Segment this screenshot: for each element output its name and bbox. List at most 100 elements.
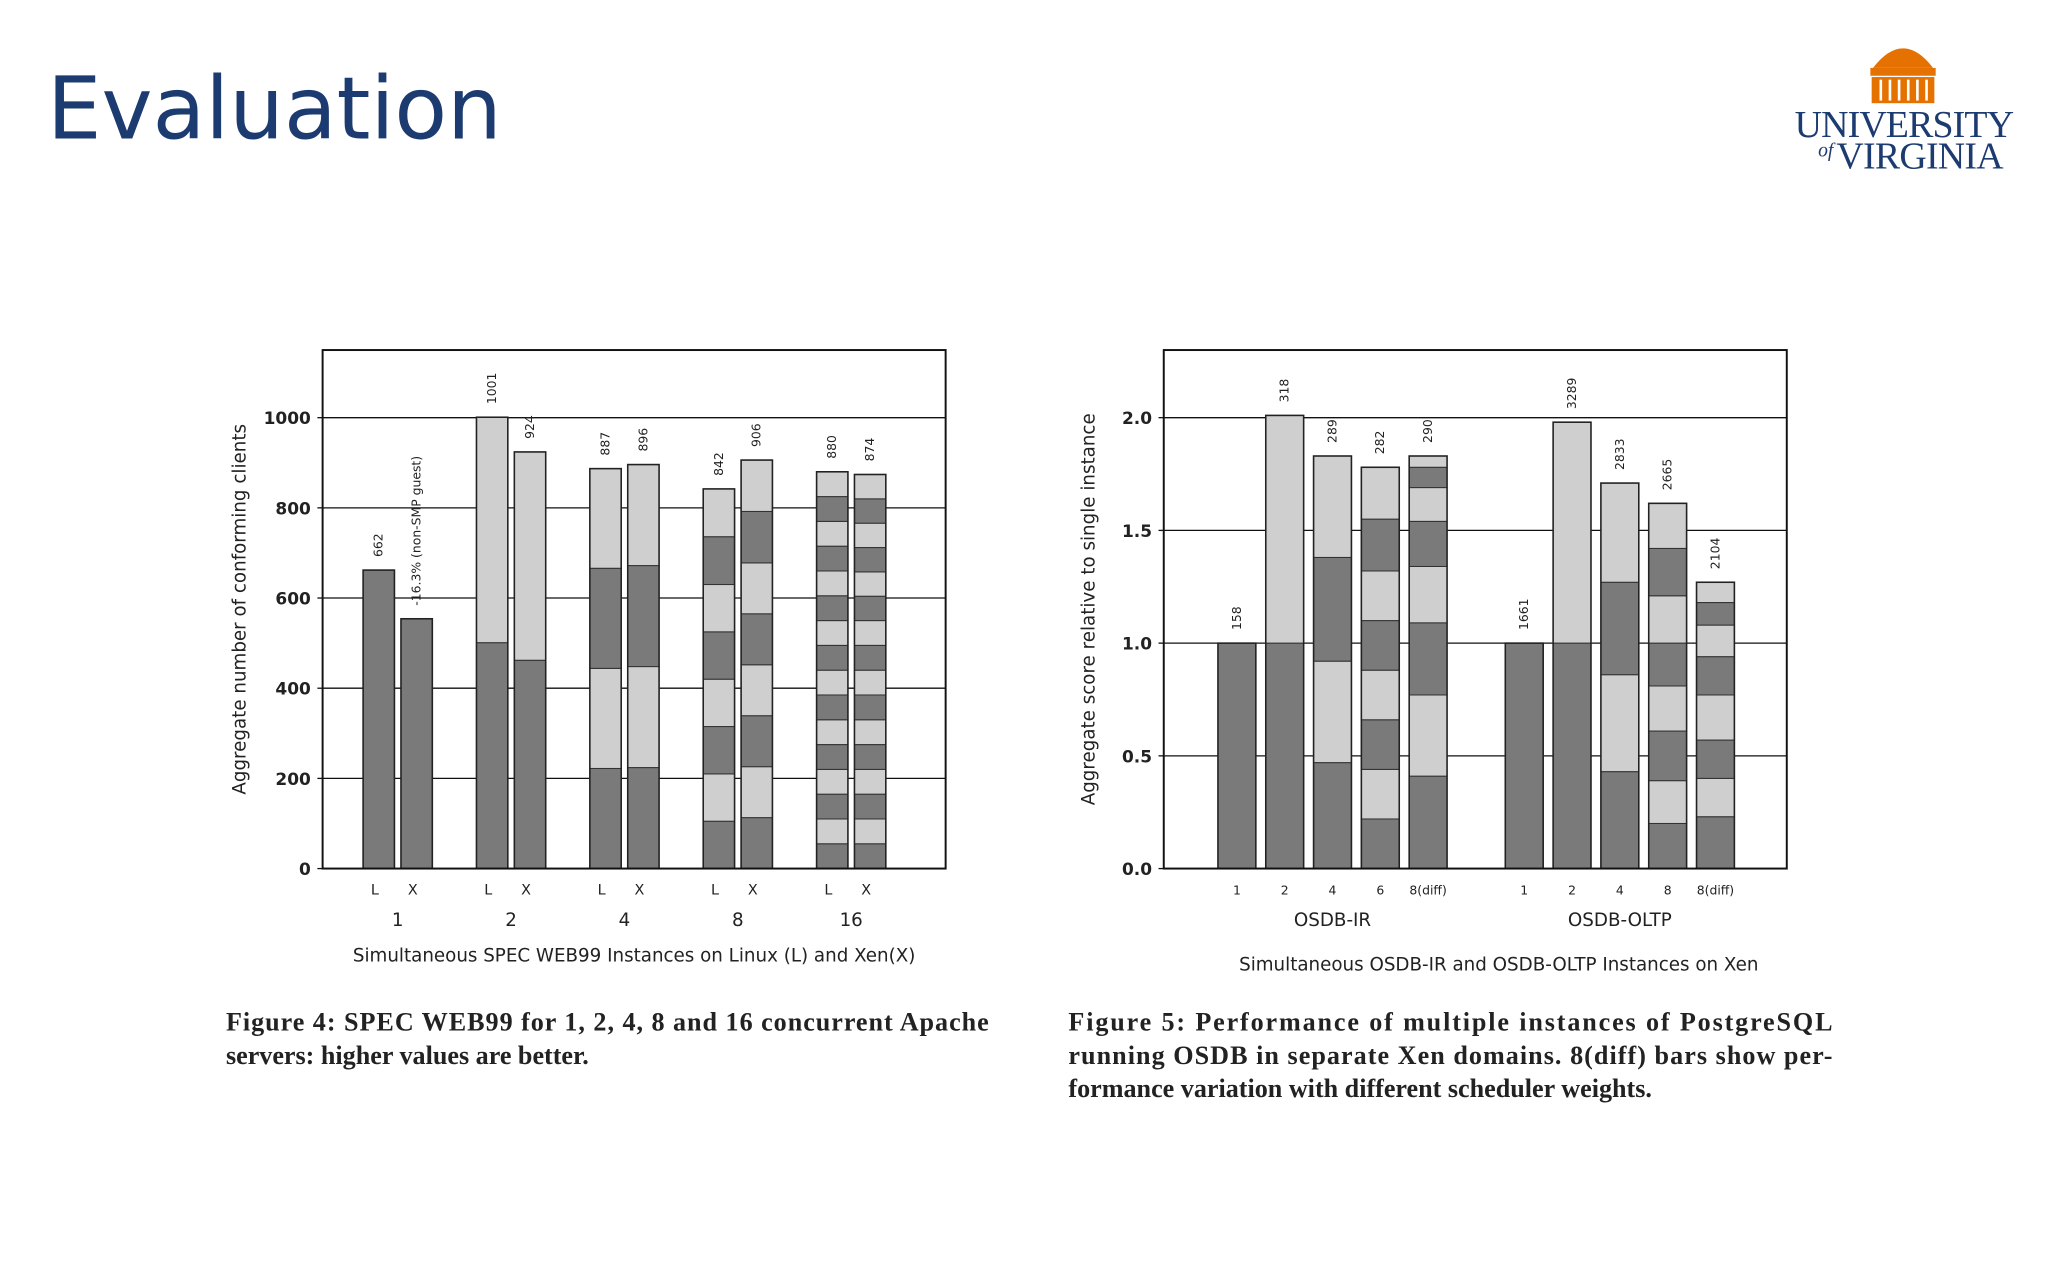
bar-segment [740, 459, 773, 512]
x-tick-label: 2 [505, 910, 517, 931]
data-label: 880 [824, 435, 839, 459]
bar-segment [816, 620, 849, 646]
bar-segment [1313, 556, 1352, 662]
y-tick-label: 1.5 [1122, 522, 1152, 542]
x-tick-label: 8(diff) [1697, 883, 1734, 898]
y-tick-label: 400 [275, 680, 310, 700]
bar-segment [1360, 669, 1400, 721]
bar-segment [853, 571, 887, 597]
group-label: OSDB-OLTP [1568, 910, 1672, 931]
bar-segment [853, 843, 887, 870]
bar-segment [853, 744, 887, 770]
bar-segment [853, 473, 887, 500]
data-label: 874 [862, 438, 877, 462]
bar-segment [1600, 581, 1640, 676]
bar-segment [740, 510, 773, 564]
bar-segment [740, 715, 773, 768]
bar-segment [1360, 570, 1400, 622]
bar-segment [816, 719, 849, 746]
bar-segment [740, 613, 773, 666]
bar-segment [853, 498, 887, 524]
figure-caption: servers: higher values are better. [226, 1041, 589, 1070]
x-axis-label: Simultaneous OSDB-IR and OSDB-OLTP Insta… [1239, 954, 1758, 975]
bar-segment [853, 768, 887, 795]
bar-segment [1360, 466, 1400, 520]
bar-segment [627, 767, 660, 870]
logo-line1: UNIVERSITY [1795, 104, 2014, 146]
bar-segment [1648, 780, 1688, 825]
bar-segment [702, 631, 736, 680]
y-tick-label: 0 [299, 860, 311, 880]
bar-segment [1408, 487, 1448, 522]
data-label: 1001 [484, 373, 499, 405]
figure-caption: formance variation with different schedu… [1068, 1074, 1652, 1103]
logo-of: of [1818, 141, 1836, 162]
bar-segment [1696, 602, 1735, 626]
bar-segment [853, 719, 887, 746]
bar-segment [589, 767, 622, 870]
bar-segment [816, 471, 849, 498]
figure-caption: Figure 4: SPEC WEB99 for 1, 2, 4, 8 and … [226, 1008, 989, 1037]
bar-segment [1265, 414, 1305, 644]
logo-line2: VIRGINIA [1836, 135, 2004, 177]
bar-segment [1408, 694, 1448, 777]
bar-sub-label: L [711, 883, 719, 899]
bar-segment [1313, 455, 1352, 558]
bar-segment [1408, 520, 1448, 567]
bar-segment [816, 818, 849, 845]
x-tick-label: 4 [1616, 883, 1624, 898]
data-label: 3289 [1564, 377, 1579, 409]
bar-sub-label: X [521, 883, 531, 899]
bar-segment [1217, 642, 1257, 870]
bar-segment [1360, 818, 1400, 870]
bar-segment [1408, 565, 1448, 624]
y-tick-label: 2.0 [1122, 409, 1152, 429]
bar-segment [853, 644, 887, 671]
data-label: 289 [1324, 419, 1339, 443]
bar-segment [513, 451, 547, 661]
bar-segment [853, 793, 887, 820]
y-axis-label: Aggregate number of conforming clients [230, 424, 251, 795]
bar-segment [1360, 620, 1400, 671]
bar-segment [1648, 730, 1688, 782]
logo-dome [1872, 48, 1934, 68]
bar-sub-label: X [748, 883, 758, 899]
data-label: 842 [711, 452, 726, 476]
bar-segment [1648, 685, 1688, 732]
data-label: 158 [1229, 606, 1244, 630]
y-tick-label: 600 [275, 590, 310, 610]
y-axis-label: Aggregate score relative to single insta… [1079, 413, 1100, 805]
y-tick-label: 1000 [264, 409, 311, 429]
bar-segment [702, 583, 736, 633]
bar-segment [853, 620, 887, 646]
y-tick-label: 0.0 [1122, 860, 1152, 880]
bar-segment [1360, 719, 1400, 770]
logo: UNIVERSITY of VIRGINIA [1795, 48, 2014, 177]
bar-segment [1600, 771, 1640, 870]
bar-segment [627, 565, 660, 668]
data-label: 887 [597, 432, 612, 456]
bar-segment [853, 669, 887, 696]
x-tick-label: 2 [1281, 883, 1289, 898]
bar-segment [740, 664, 773, 717]
bar-segment [1408, 775, 1448, 870]
bar-segment [740, 766, 773, 819]
bar-segment [1696, 816, 1735, 870]
bar-segment [702, 536, 736, 586]
data-label: 290 [1420, 419, 1435, 443]
data-label: 282 [1372, 431, 1387, 455]
data-label: 318 [1277, 379, 1292, 403]
bar-segment [702, 488, 736, 538]
x-axis-label: Simultaneous SPEC WEB99 Instances on Lin… [353, 945, 916, 966]
x-tick-label: 4 [1329, 883, 1337, 898]
bar-segment [1648, 595, 1688, 644]
plot-frame [321, 349, 947, 870]
bar-segment [816, 595, 849, 622]
data-label: -16.3% (non-SMP guest) [409, 456, 424, 606]
bar-segment [1696, 739, 1735, 779]
data-label: 924 [522, 415, 537, 439]
bar-segment [1360, 518, 1400, 572]
bar-segment [702, 678, 736, 728]
bar-segment [816, 545, 849, 572]
bar-segment [1696, 777, 1735, 818]
